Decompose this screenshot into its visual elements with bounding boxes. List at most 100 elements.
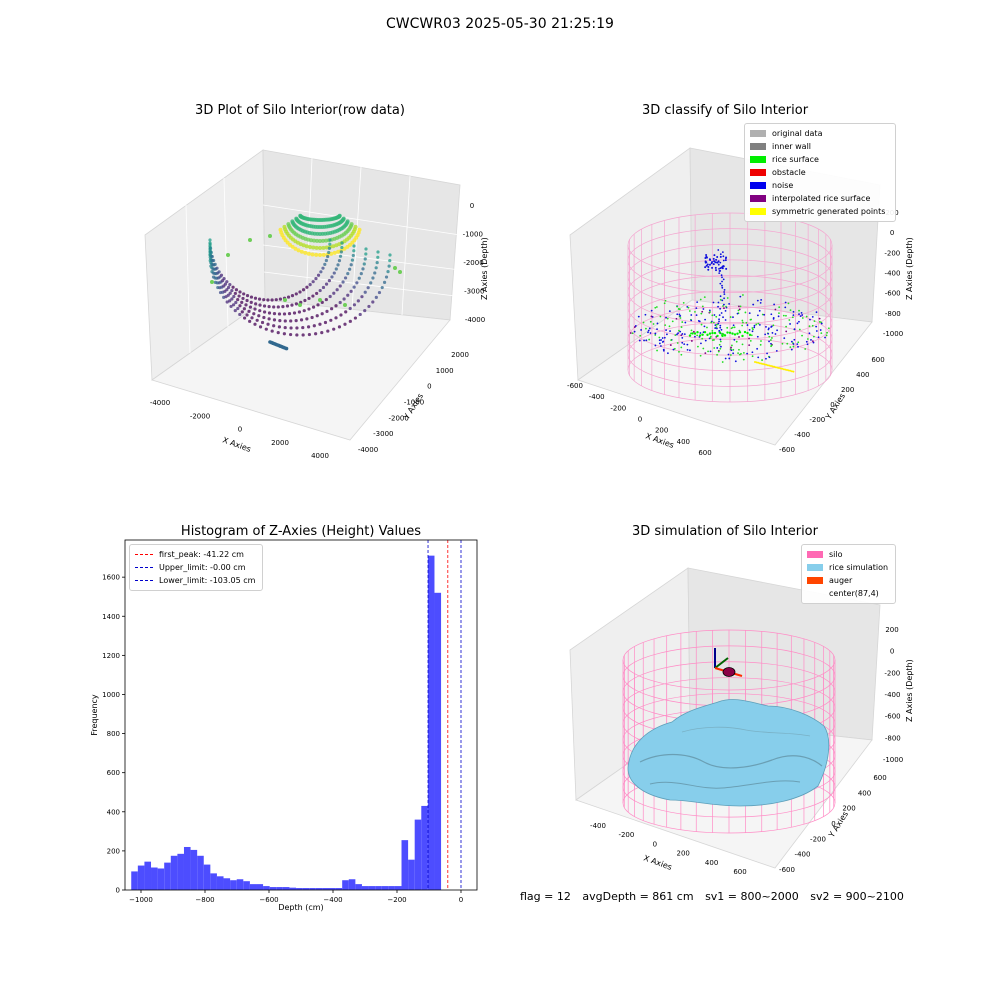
histogram-x-tick-label: −400 (323, 896, 342, 904)
histogram-bar (183, 846, 191, 890)
classified-point (712, 301, 715, 304)
classified-point (758, 324, 761, 326)
raw-point (363, 290, 367, 294)
legend-label: Lower_limit: -103.05 cm (159, 576, 256, 585)
raw-plot-title: 3D Plot of Silo Interior(row data) (195, 103, 405, 118)
classified-point (656, 349, 658, 352)
classified-point (699, 332, 702, 334)
classified-point (789, 309, 792, 312)
raw-point (230, 297, 234, 301)
classified-point (723, 291, 726, 293)
auger-icon (714, 648, 743, 677)
classified-point (770, 365, 772, 367)
raw-point (321, 245, 326, 250)
histogram-bar (249, 884, 257, 890)
raw-point (242, 316, 247, 320)
classified-point (704, 339, 707, 342)
classified-point (708, 332, 712, 335)
classified-point (654, 306, 657, 309)
raw-point (238, 312, 242, 317)
classified-point (815, 311, 818, 314)
classified-point (695, 314, 698, 316)
classified-point (787, 302, 790, 305)
raw-point (348, 267, 352, 271)
simulation-z-tick-label: -400 (885, 691, 901, 699)
histogram-y-label: Frequency (90, 694, 99, 736)
classified-point (718, 343, 721, 346)
classified-point (683, 333, 686, 336)
classified-point (728, 357, 731, 360)
classified-point (709, 335, 712, 338)
classified-point (679, 314, 682, 317)
classified-point (809, 318, 811, 321)
classified-point (826, 331, 828, 334)
raw-point (210, 254, 214, 259)
classified-point (748, 337, 750, 340)
classified-point (708, 263, 711, 266)
simulation-y-tick-label: 200 (842, 805, 855, 813)
raw-point (233, 291, 237, 296)
classified-point (727, 353, 730, 356)
classified-point (797, 345, 799, 348)
raw-y-tick-label: -4000 (358, 446, 378, 454)
classified-point (703, 296, 706, 299)
raw-point (311, 305, 316, 309)
classified-point (739, 305, 742, 308)
classified-point (776, 366, 779, 369)
classified-point (765, 357, 767, 360)
classified-point (673, 347, 676, 350)
classify-x-tick-label: 0 (638, 416, 642, 424)
classified-point (719, 269, 722, 272)
classified-point (760, 340, 762, 342)
raw-point (314, 245, 319, 250)
raw-point (294, 292, 298, 296)
raw-point (252, 312, 256, 316)
classified-point (709, 337, 712, 339)
sv1-value: sv1 = 800~2000 (705, 890, 799, 903)
classified-point (706, 263, 709, 266)
raw-point (244, 303, 248, 307)
classified-point (723, 289, 726, 291)
classify-legend: original data inner wall rice surface obsta… (744, 123, 896, 222)
classified-point (704, 352, 707, 355)
classified-point (690, 340, 693, 342)
classified-point (721, 286, 724, 289)
classified-point (792, 343, 795, 345)
classified-point (717, 322, 720, 325)
classified-point (827, 327, 830, 330)
raw-point (215, 266, 219, 270)
raw-point (346, 272, 350, 276)
classified-point (721, 334, 724, 338)
classified-point (671, 320, 674, 323)
classified-point (766, 364, 769, 367)
raw-point (356, 299, 360, 303)
raw-point (343, 276, 348, 280)
classified-point (731, 344, 733, 347)
classified-point (668, 310, 671, 313)
classify-x-tick-label: -200 (610, 404, 626, 412)
classified-point (785, 330, 788, 333)
classified-point (748, 344, 751, 347)
raw-point (293, 246, 298, 251)
histogram-bar (302, 888, 310, 890)
classified-point (710, 321, 713, 324)
classified-point (767, 332, 770, 335)
classified-point (718, 268, 720, 270)
classified-point (722, 259, 725, 262)
classified-point (719, 340, 722, 343)
classified-point (709, 350, 712, 353)
raw-point (247, 309, 251, 313)
classified-point (741, 343, 744, 346)
classified-point (701, 310, 704, 313)
classified-point (713, 254, 716, 257)
raw-z-label: Z Axies (Depth) (480, 237, 489, 300)
raw-point (311, 294, 315, 298)
classified-point (779, 367, 782, 370)
legend-entry: symmetric generated points (750, 205, 890, 218)
classified-point (722, 316, 724, 319)
classified-point (746, 324, 749, 326)
histogram-bar (269, 887, 277, 890)
raw-point (334, 316, 338, 320)
